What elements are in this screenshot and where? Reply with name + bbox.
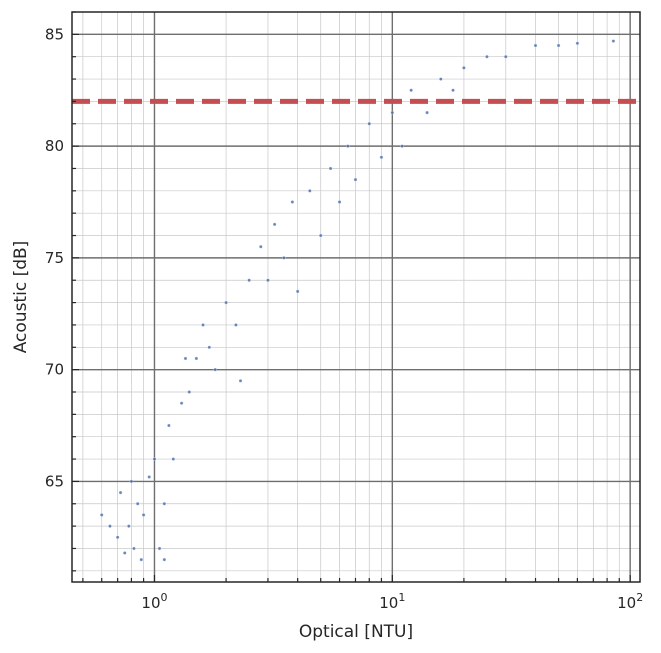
data-point: [379, 155, 384, 160]
data-point: [129, 479, 134, 484]
data-point: [272, 222, 277, 227]
data-point: [266, 278, 270, 282]
data-point: [485, 54, 489, 59]
data-point: [575, 41, 580, 46]
data-point: [108, 524, 112, 528]
data-point: [167, 423, 171, 428]
data-point: [157, 546, 162, 551]
y-tick-label: 80: [45, 137, 64, 155]
data-point: [367, 122, 372, 126]
data-point: [400, 144, 404, 148]
data-point: [318, 233, 323, 238]
data-point: [179, 401, 184, 405]
data-point: [171, 457, 176, 461]
data-point: [224, 300, 228, 305]
data-point: [353, 177, 358, 182]
data-point: [290, 200, 295, 204]
data-point: [152, 457, 157, 461]
data-point: [346, 144, 350, 148]
data-point: [115, 535, 120, 540]
x-tick-labels: 100 101 102: [141, 591, 643, 612]
data-point: [556, 43, 561, 48]
data-point: [132, 546, 136, 551]
data-point: [162, 557, 167, 562]
data-point: [135, 502, 140, 506]
data-point: [504, 54, 508, 59]
data-point: [308, 189, 312, 193]
data-point: [127, 524, 131, 528]
y-tick-labels: 65 70 75 80 85: [45, 25, 64, 490]
data-point: [187, 390, 191, 394]
major-grid: [72, 12, 640, 582]
data-point: [234, 323, 238, 327]
y-tick-label: 70: [45, 361, 64, 379]
x-tick-label: 100: [141, 591, 167, 612]
data-point: [328, 166, 333, 171]
data-point: [295, 289, 300, 294]
data-point: [337, 200, 342, 204]
data-point: [462, 66, 466, 70]
data-point: [611, 39, 616, 43]
data-point: [425, 110, 429, 115]
data-point: [207, 345, 212, 350]
data-point: [147, 475, 151, 479]
data-point: [99, 513, 104, 517]
axis-ticks: [72, 11, 631, 582]
data-point: [213, 367, 217, 372]
data-point: [282, 256, 286, 260]
data-point: [194, 356, 199, 361]
data-point: [533, 43, 538, 48]
data-point: [238, 379, 243, 383]
data-point: [201, 323, 205, 327]
data-point: [259, 244, 263, 249]
data-point: [139, 557, 144, 562]
x-tick-label: 102: [617, 591, 643, 612]
data-point: [409, 88, 413, 92]
data-points: [99, 39, 616, 562]
data-point: [183, 356, 188, 361]
data-point: [118, 490, 123, 495]
data-point: [439, 77, 443, 81]
y-tick-label: 75: [45, 249, 64, 267]
y-tick-label: 85: [45, 25, 64, 43]
data-point: [162, 502, 167, 506]
y-tick-label: 65: [45, 472, 64, 490]
data-point: [247, 278, 251, 282]
data-point: [141, 513, 146, 517]
x-tick-label: 101: [379, 591, 405, 612]
data-point: [390, 110, 395, 115]
y-axis-label: Acoustic [dB]: [11, 241, 31, 354]
data-point: [123, 551, 127, 555]
x-axis-label: Optical [NTU]: [299, 622, 413, 642]
data-point: [451, 88, 455, 92]
